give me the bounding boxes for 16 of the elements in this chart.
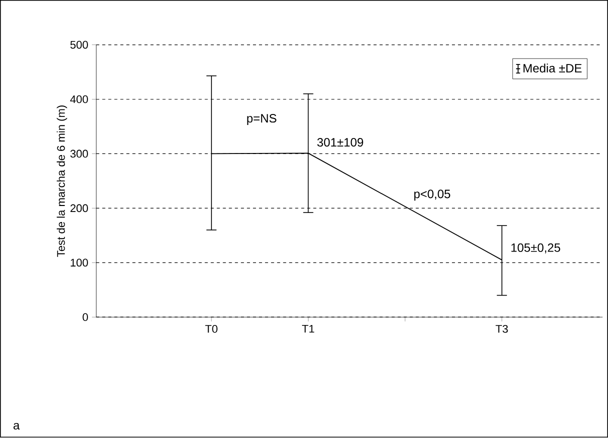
annotation: p<0,05 <box>414 190 450 201</box>
annotation: 105±0,25 <box>511 244 560 254</box>
x-tick-label: T3 <box>496 325 508 334</box>
y-tick-label: 0 <box>82 313 88 322</box>
y-tick-label: 200 <box>70 204 88 212</box>
legend-label: Media ±DE <box>524 64 582 73</box>
y-tick-label: 400 <box>70 96 88 104</box>
y-tick-label: 300 <box>70 150 88 158</box>
x-tick-label: T0 <box>205 325 218 334</box>
y-tick-label: 500 <box>70 41 88 49</box>
x-tick-label: T1 <box>302 325 314 333</box>
y-tick-label: 100 <box>70 258 88 267</box>
annotation: p=NS <box>247 114 276 126</box>
annotation: 301±109 <box>317 138 364 147</box>
text: a <box>14 423 20 430</box>
y-axis-title: Test de la marcha de 6 min (m) <box>56 106 68 258</box>
